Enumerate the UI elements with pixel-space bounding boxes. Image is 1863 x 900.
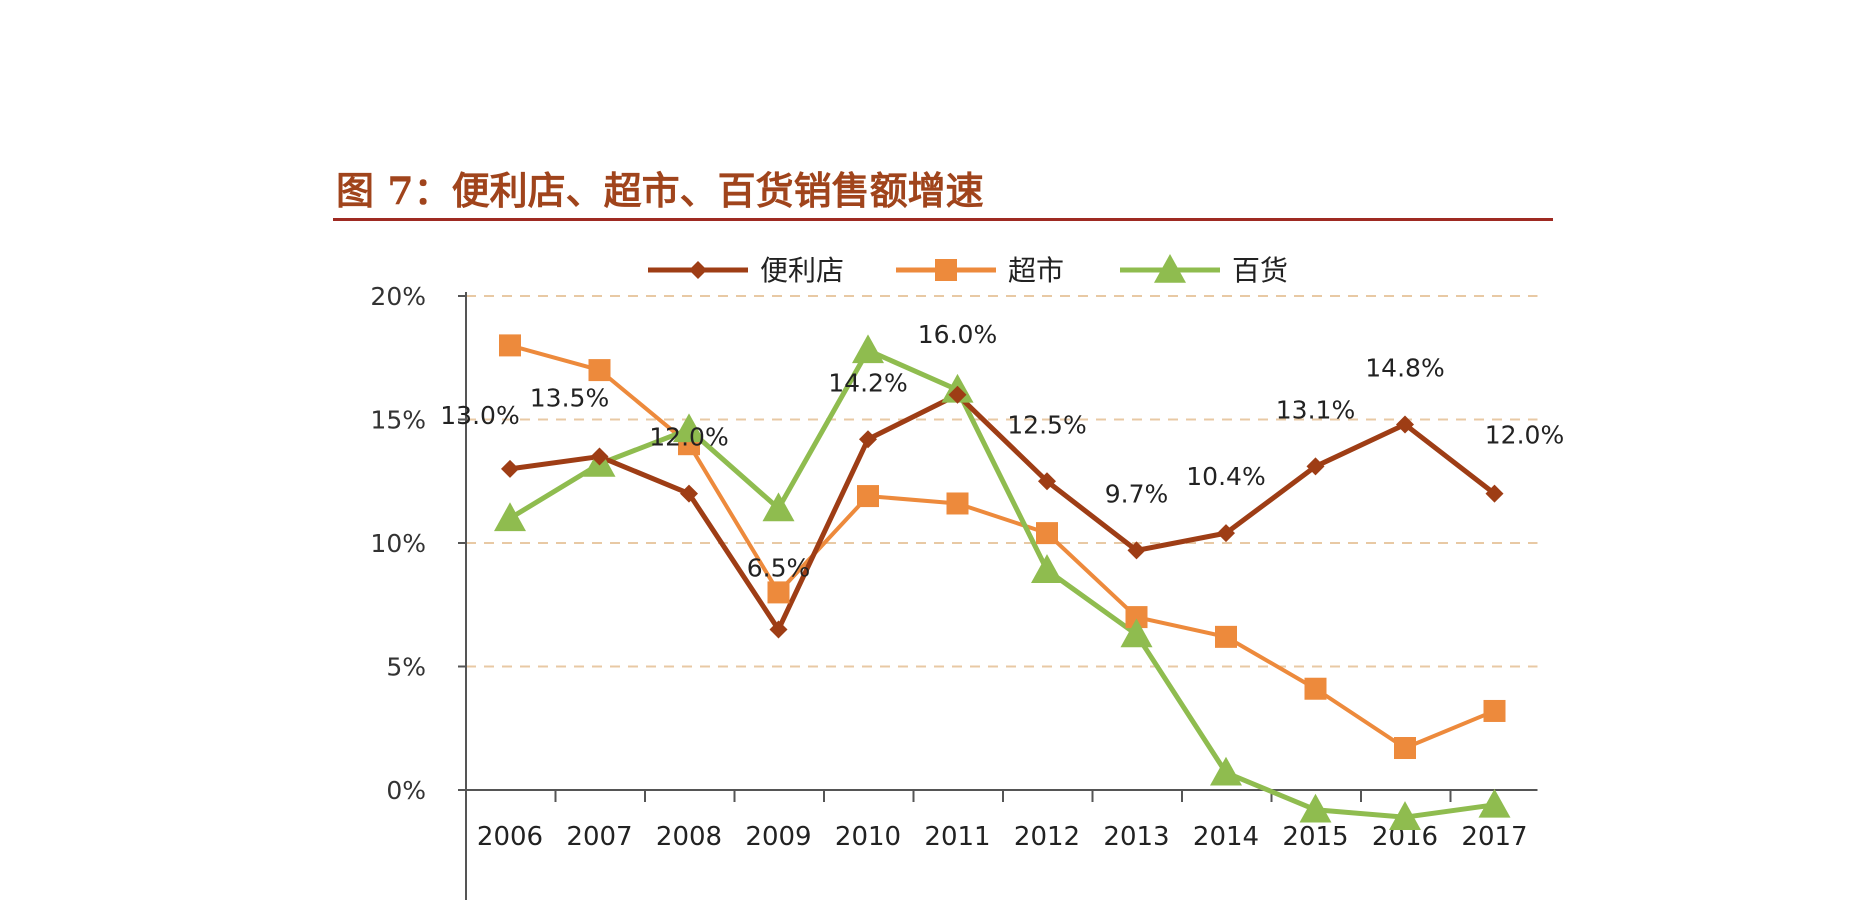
supermarket-point xyxy=(1036,522,1058,545)
data-label: 13.5% xyxy=(530,384,609,413)
title-divider xyxy=(333,218,1553,221)
legend-swatch-marker xyxy=(1154,254,1186,283)
legend-label: 便利店 xyxy=(760,254,844,287)
x-tick-label: 2009 xyxy=(745,822,811,852)
x-tick-label: 2017 xyxy=(1461,822,1527,852)
y-tick-label: 10% xyxy=(370,529,426,558)
x-tick-label: 2011 xyxy=(924,822,990,852)
y-tick-label: 5% xyxy=(386,653,426,682)
supermarket-point xyxy=(946,492,969,515)
convenience-store-point xyxy=(1306,457,1325,476)
department-store-point xyxy=(1210,756,1242,786)
supermarket-point xyxy=(857,485,879,508)
department-store-point xyxy=(494,502,526,532)
data-label: 9.7% xyxy=(1105,479,1169,508)
x-axis-ticks: 2006 2007 2008 2009 2010 2011 2012 2013 2014 2015… xyxy=(477,822,1528,852)
legend-label: 百货 xyxy=(1232,254,1288,287)
supermarket-line xyxy=(509,343,1496,751)
department-store-point xyxy=(1120,618,1153,648)
data-label: 12.5% xyxy=(1007,410,1086,439)
convenience-store-point xyxy=(501,459,519,478)
supermarket-point xyxy=(767,581,790,604)
department-store-point xyxy=(852,334,884,364)
convenience-store-point xyxy=(769,620,788,639)
data-labels: 13.0% 13.5% 12.0% 6.5% 14.2% 16.0% 12.5% 9.7% 10… xyxy=(440,320,1564,583)
convenience-store-point xyxy=(948,385,967,404)
supermarket-point xyxy=(1483,699,1506,722)
series-lines xyxy=(508,343,1497,820)
supermarket-point xyxy=(1125,606,1148,629)
x-tick-label: 2012 xyxy=(1014,822,1080,852)
x-tick-label: 2013 xyxy=(1103,822,1169,852)
data-label: 12.0% xyxy=(649,423,728,452)
data-label: 12.0% xyxy=(1485,421,1564,450)
department-store-point xyxy=(1478,788,1511,818)
series-markers xyxy=(494,334,1511,830)
department-store-point xyxy=(1389,801,1421,830)
convenience-store-point xyxy=(1217,524,1235,543)
data-label: 16.0% xyxy=(918,320,997,349)
data-label: 10.4% xyxy=(1186,462,1265,491)
data-label: 13.0% xyxy=(440,401,519,430)
convenience-store-point xyxy=(590,447,609,466)
data-label: 14.2% xyxy=(828,368,907,397)
supermarket-point xyxy=(1215,625,1237,648)
data-label: 14.8% xyxy=(1365,353,1444,382)
supermarket-point xyxy=(1304,677,1327,700)
y-axis-ticks: 20% 15% 10% 5% 0% xyxy=(370,282,426,805)
department-store-point xyxy=(673,413,705,443)
x-tick-label: 2008 xyxy=(656,822,722,852)
convenience-store-point xyxy=(859,430,877,449)
x-tick-label: 2006 xyxy=(477,822,543,852)
department-store-point xyxy=(1031,554,1063,583)
x-tick-label: 2010 xyxy=(835,822,901,852)
chart-title: 图 7：便利店、超市、百货销售额增速 xyxy=(336,168,984,213)
y-tick-label: 20% xyxy=(370,282,426,311)
department-store-line xyxy=(508,347,1495,820)
legend-label: 超市 xyxy=(1008,254,1064,287)
supermarket-point xyxy=(499,334,521,357)
x-tick-label: 2015 xyxy=(1282,822,1348,852)
convenience-store-point xyxy=(1127,541,1146,560)
department-store-point xyxy=(762,492,795,522)
y-tick-label: 0% xyxy=(386,776,426,805)
supermarket-point xyxy=(588,359,611,382)
convenience-store-point xyxy=(680,484,698,503)
convenience-store-point xyxy=(1396,415,1414,434)
x-tick-label: 2007 xyxy=(566,822,632,852)
department-store-point xyxy=(1299,793,1332,823)
convenience-store-point xyxy=(1485,484,1504,503)
data-label: 13.1% xyxy=(1276,395,1355,424)
legend-swatch-marker xyxy=(689,261,707,279)
legend-swatch-marker xyxy=(935,259,957,281)
data-label: 6.5% xyxy=(747,553,811,582)
x-tick-label: 2014 xyxy=(1193,822,1259,852)
y-tick-label: 15% xyxy=(370,406,426,435)
convenience-store-line xyxy=(509,392,1497,632)
supermarket-point xyxy=(1394,737,1416,760)
legend: 便利店 超市 百货 xyxy=(648,254,1288,287)
convenience-store-point xyxy=(1038,472,1056,491)
axes xyxy=(458,292,1538,900)
